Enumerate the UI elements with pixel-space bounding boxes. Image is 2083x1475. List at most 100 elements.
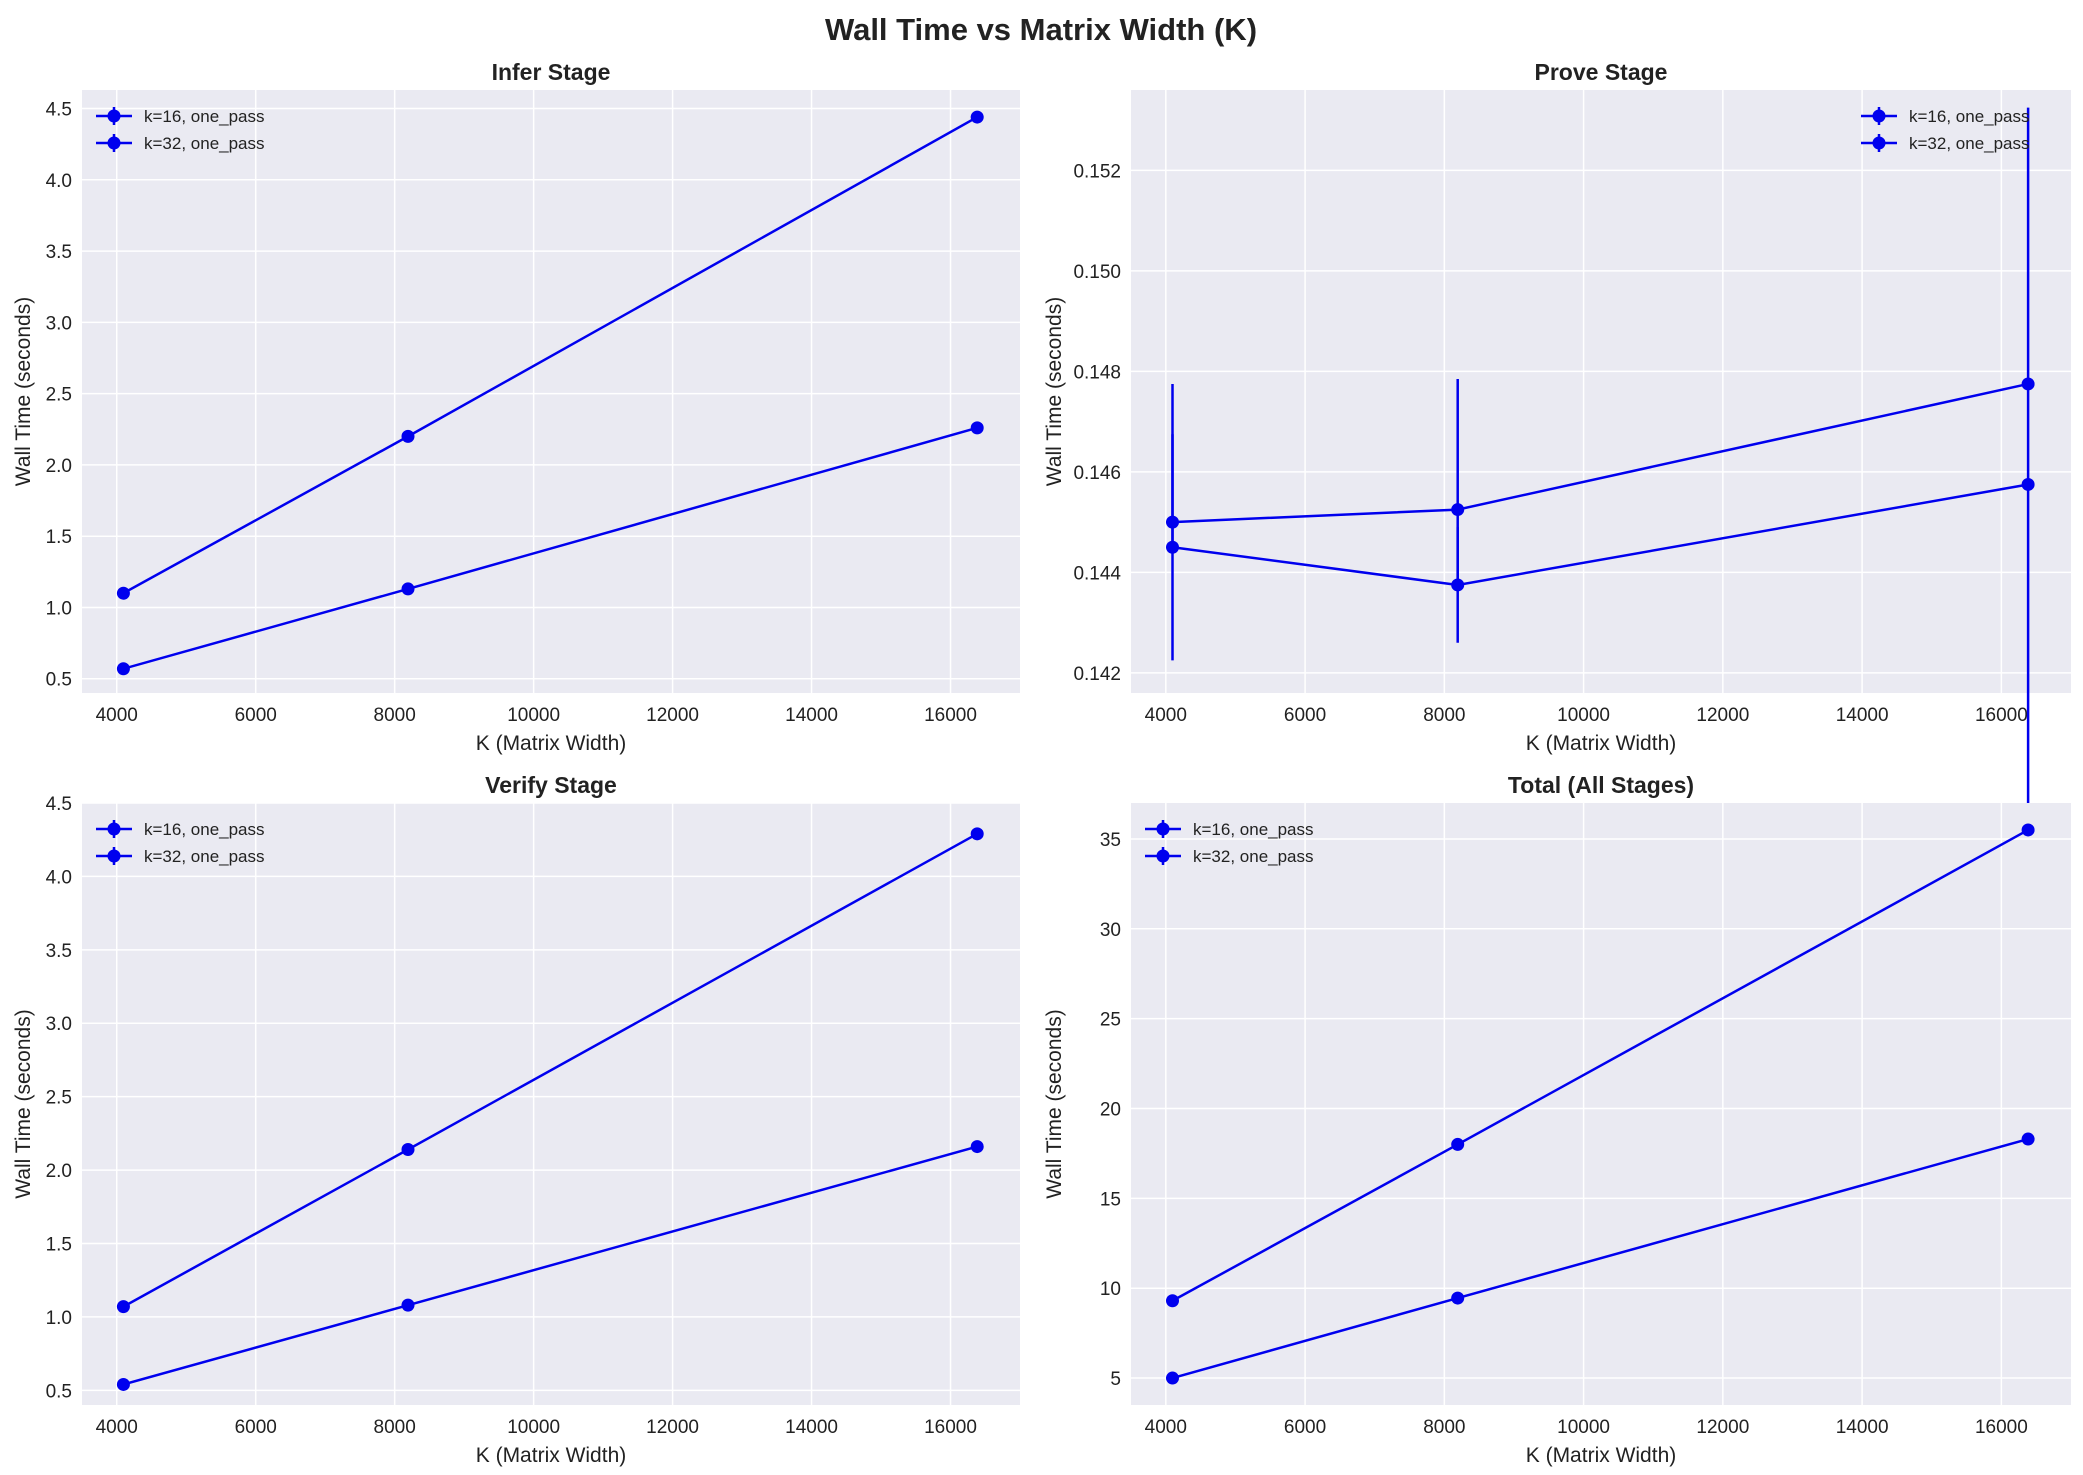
legend: k=16, one_pass k=32, one_pass (1861, 107, 2030, 153)
y-tick-label: 4.5 (46, 794, 72, 815)
data-point (116, 1377, 130, 1391)
y-tick-label: 0.5 (46, 1381, 72, 1402)
x-tick-label: 16000 (924, 705, 977, 726)
y-tick-label: 3.5 (46, 941, 72, 962)
x-tick-label: 16000 (1975, 705, 2028, 726)
y-tick-label: 10 (1100, 1279, 1121, 1300)
y-tick-label: 0.5 (46, 670, 72, 691)
legend: k=16, one_pass k=32, one_pass (96, 820, 265, 866)
legend-label: k=32, one_pass (1909, 134, 2030, 153)
data-point (1451, 578, 1465, 592)
y-tick-label: 1.0 (46, 1308, 72, 1329)
y-tick-label: 2.5 (46, 1088, 72, 1109)
panel-title: Infer Stage (492, 59, 611, 85)
series-1 (1165, 823, 2035, 1308)
data-point (1165, 540, 1179, 554)
data-point (116, 586, 130, 600)
x-axis-label: K (Matrix Width) (1526, 732, 1677, 755)
x-axis-label: K (Matrix Width) (476, 1444, 627, 1467)
legend-label: k=16, one_pass (1909, 107, 2030, 126)
legend-marker (1156, 822, 1170, 836)
legend-label: k=16, one_pass (144, 107, 265, 126)
data-point (401, 582, 415, 596)
x-axis-label: K (Matrix Width) (1526, 1444, 1677, 1467)
y-tick-label: 1.5 (46, 527, 72, 548)
x-tick-label: 8000 (374, 705, 416, 726)
x-tick-label: 14000 (1836, 705, 1889, 726)
x-tick-label: 6000 (1284, 705, 1326, 726)
x-tick-label: 4000 (96, 1417, 138, 1438)
y-tick-label: 0.146 (1073, 463, 1121, 484)
series-1 (1165, 377, 2035, 529)
series-1 (116, 110, 984, 600)
x-tick-label: 6000 (1284, 1417, 1326, 1438)
legend-marker (1872, 136, 1886, 150)
y-tick-label: 4.0 (46, 171, 72, 192)
x-tick-label: 8000 (1423, 1417, 1465, 1438)
x-tick-label: 4000 (96, 705, 138, 726)
y-tick-label: 25 (1100, 1010, 1121, 1031)
data-point (970, 827, 984, 841)
panel-title: Total (All Stages) (1508, 772, 1694, 798)
y-tick-label: 2.0 (46, 1161, 72, 1182)
series-2 (1165, 107, 2035, 862)
legend: k=16, one_pass k=32, one_pass (1145, 820, 1314, 866)
legend-label: k=16, one_pass (144, 820, 265, 839)
x-tick-label: 12000 (1696, 1417, 1749, 1438)
panels: 4000 6000 8000 10000 12000 14000 16000 0.5 1.0 1.… (12, 59, 2071, 1467)
data-point (970, 110, 984, 124)
y-tick-label: 0.150 (1073, 262, 1121, 283)
y-tick-label: 2.0 (46, 456, 72, 477)
plot-area (1131, 90, 2071, 693)
series-1 (116, 827, 984, 1314)
legend-label: k=32, one_pass (144, 847, 265, 866)
y-tick-label: 4.0 (46, 867, 72, 888)
y-axis-label: Wall Time (seconds) (12, 1009, 35, 1198)
y-tick-label: 3.0 (46, 313, 72, 334)
legend-label: k=32, one_pass (144, 134, 265, 153)
plot-area (82, 803, 1020, 1405)
x-tick-label: 10000 (1557, 1417, 1610, 1438)
plot-area (82, 90, 1020, 693)
x-tick-label: 14000 (785, 705, 838, 726)
x-axis-label: K (Matrix Width) (476, 732, 627, 755)
x-tick-label: 6000 (235, 1417, 277, 1438)
y-tick-label: 4.5 (46, 100, 72, 121)
y-tick-label: 0.144 (1073, 563, 1121, 584)
legend-marker (107, 136, 121, 150)
data-point (970, 421, 984, 435)
x-tick-label: 12000 (646, 1417, 699, 1438)
x-tick-label: 16000 (1975, 1417, 2028, 1438)
data-point (1165, 1371, 1179, 1385)
y-tick-label: 30 (1100, 920, 1121, 941)
chart-total: 4000 6000 8000 10000 12000 14000 16000 5 10 15 20 2… (1043, 772, 2071, 1467)
series-2 (116, 421, 984, 676)
data-point (401, 429, 415, 443)
x-tick-label: 6000 (235, 705, 277, 726)
legend-marker (107, 109, 121, 123)
legend-marker (107, 822, 121, 836)
chart-infer: 4000 6000 8000 10000 12000 14000 16000 0.5 1.0 1.… (12, 59, 1020, 755)
legend-label: k=32, one_pass (1193, 847, 1314, 866)
data-point (2021, 477, 2035, 491)
y-tick-label: 1.5 (46, 1234, 72, 1255)
y-tick-label: 5 (1110, 1369, 1121, 1390)
legend-marker (1156, 849, 1170, 863)
data-point (116, 662, 130, 676)
y-axis-label: Wall Time (seconds) (12, 297, 35, 486)
data-point (2021, 1132, 2035, 1146)
y-tick-label: 1.0 (46, 598, 72, 619)
y-tick-label: 35 (1100, 830, 1121, 851)
y-tick-label: 2.5 (46, 385, 72, 406)
x-tick-label: 14000 (1836, 1417, 1889, 1438)
y-axis-label: Wall Time (seconds) (1043, 297, 1066, 486)
chart-prove: 4000 6000 8000 10000 12000 14000 16000 0.142 0.1… (1043, 59, 2071, 862)
x-tick-label: 16000 (924, 1417, 977, 1438)
panel-title: Prove Stage (1535, 59, 1668, 85)
x-tick-label: 4000 (1145, 705, 1187, 726)
x-tick-label: 14000 (785, 1417, 838, 1438)
data-point (401, 1298, 415, 1312)
legend-marker (1872, 109, 1886, 123)
x-tick-label: 12000 (1696, 705, 1749, 726)
